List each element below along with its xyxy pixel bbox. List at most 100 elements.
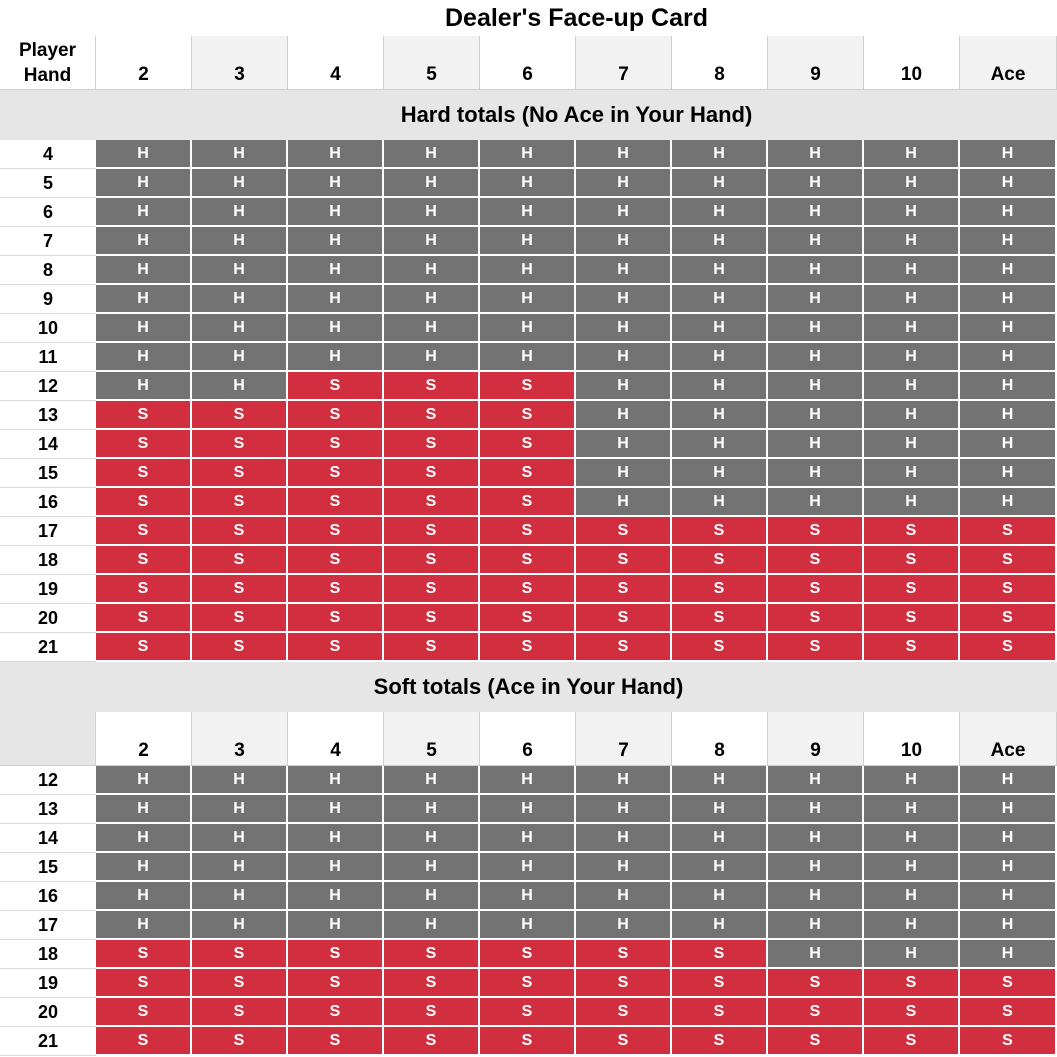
hit-cell: H (960, 430, 1057, 459)
player-hand-total: 18 (0, 546, 96, 575)
hit-cell: H (864, 227, 960, 256)
stand-cell: S (480, 459, 576, 488)
hit-cell: H (576, 911, 672, 940)
stand-cell: S (384, 546, 480, 575)
hit-cell: H (192, 766, 288, 795)
stand-cell: S (864, 546, 960, 575)
hit-cell: H (288, 911, 384, 940)
hit-cell: H (96, 824, 192, 853)
stand-cell: S (288, 372, 384, 401)
hit-cell: H (960, 795, 1057, 824)
player-hand-total: 5 (0, 169, 96, 198)
table-row: 16 S S S S S H H H H H (0, 488, 1057, 517)
table-row: 13 S S S S S H H H H H (0, 401, 1057, 430)
stand-cell: S (96, 401, 192, 430)
dealer-card-header: 6 (480, 36, 576, 90)
player-hand-total: 7 (0, 227, 96, 256)
player-hand-total: 16 (0, 882, 96, 911)
hit-cell: H (96, 766, 192, 795)
hit-cell: H (672, 430, 768, 459)
hit-cell: H (672, 459, 768, 488)
hit-cell: H (864, 140, 960, 169)
stand-cell: S (288, 546, 384, 575)
stand-cell: S (768, 604, 864, 633)
stand-cell: S (672, 517, 768, 546)
hit-cell: H (960, 285, 1057, 314)
stand-cell: S (672, 998, 768, 1027)
stand-cell: S (864, 575, 960, 604)
player-hand-total: 12 (0, 766, 96, 795)
player-hand-total: 20 (0, 998, 96, 1027)
hit-cell: H (672, 285, 768, 314)
stand-cell: S (96, 969, 192, 998)
hit-cell: H (864, 169, 960, 198)
hit-cell: H (768, 824, 864, 853)
hit-cell: H (672, 795, 768, 824)
hit-cell: H (864, 401, 960, 430)
hit-cell: H (384, 882, 480, 911)
hit-cell: H (192, 853, 288, 882)
table-row: 12 H H H H H H H H H H (0, 766, 1057, 795)
hit-cell: H (96, 343, 192, 372)
hit-cell: H (864, 766, 960, 795)
hit-cell: H (96, 795, 192, 824)
stand-cell: S (96, 998, 192, 1027)
stand-cell: S (192, 517, 288, 546)
hit-cell: H (960, 343, 1057, 372)
stand-cell: S (288, 1027, 384, 1056)
stand-cell: S (192, 940, 288, 969)
hit-cell: H (96, 169, 192, 198)
hit-cell: H (672, 140, 768, 169)
stand-cell: S (576, 633, 672, 662)
table-row: 17 S S S S S S S S S S (0, 517, 1057, 546)
dealer-card-header: 10 (864, 36, 960, 90)
hit-cell: H (288, 140, 384, 169)
stand-cell: S (960, 1027, 1057, 1056)
hit-cell: H (960, 227, 1057, 256)
player-hand-total: 14 (0, 430, 96, 459)
dealer-card-header: 9 (768, 36, 864, 90)
player-hand-total: 13 (0, 401, 96, 430)
hit-cell: H (480, 285, 576, 314)
dealer-card-header: 3 (192, 712, 288, 766)
hit-cell: H (480, 853, 576, 882)
hit-cell: H (384, 343, 480, 372)
hit-cell: H (768, 795, 864, 824)
dealer-card-header: Ace (960, 712, 1057, 766)
player-hand-label-line2: Hand (23, 64, 72, 86)
player-hand-total: 20 (0, 604, 96, 633)
hit-cell: H (960, 853, 1057, 882)
hit-cell: H (768, 343, 864, 372)
stand-cell: S (384, 633, 480, 662)
hit-cell: H (384, 169, 480, 198)
hit-cell: H (672, 401, 768, 430)
hit-cell: H (672, 824, 768, 853)
hit-cell: H (480, 766, 576, 795)
table-row: 15 H H H H H H H H H H (0, 853, 1057, 882)
hit-cell: H (96, 314, 192, 343)
hit-cell: H (384, 824, 480, 853)
hit-cell: H (864, 430, 960, 459)
hit-cell: H (192, 169, 288, 198)
hit-cell: H (480, 140, 576, 169)
hit-cell: H (480, 314, 576, 343)
stand-cell: S (480, 401, 576, 430)
hit-cell: H (960, 372, 1057, 401)
stand-cell: S (576, 575, 672, 604)
page-title: Dealer's Face-up Card (445, 3, 708, 32)
stand-cell: S (192, 633, 288, 662)
stand-cell: S (96, 488, 192, 517)
hit-cell: H (480, 169, 576, 198)
player-hand-total: 19 (0, 969, 96, 998)
hit-cell: H (864, 256, 960, 285)
stand-cell: S (384, 969, 480, 998)
stand-cell: S (960, 546, 1057, 575)
player-hand-total: 13 (0, 795, 96, 824)
section-title: Hard totals (No Ace in Your Hand) (96, 90, 1057, 140)
hit-cell: H (384, 140, 480, 169)
table-row: 15 S S S S S H H H H H (0, 459, 1057, 488)
hit-cell: H (576, 285, 672, 314)
